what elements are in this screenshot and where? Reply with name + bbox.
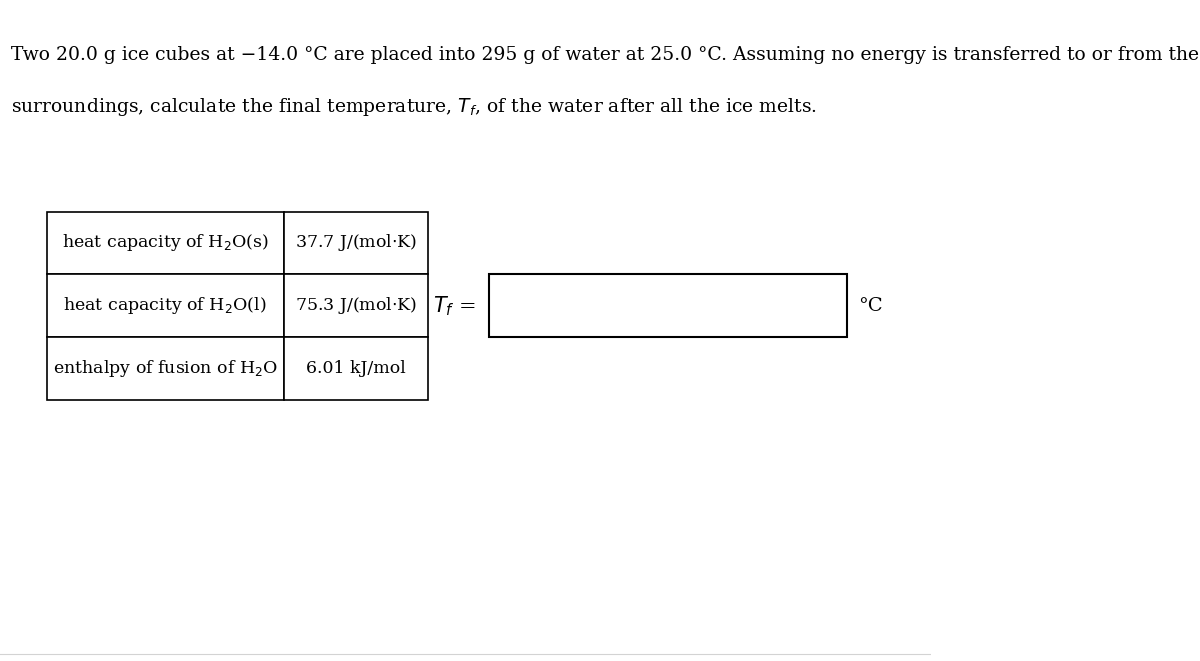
- Bar: [47, 337, 284, 400]
- Bar: [284, 274, 428, 337]
- Text: 6.01 kJ/mol: 6.01 kJ/mol: [306, 360, 406, 377]
- Text: heat capacity of H$_2$O(l): heat capacity of H$_2$O(l): [64, 295, 266, 316]
- Text: $T_f$ =: $T_f$ =: [433, 294, 475, 317]
- Text: 37.7 J/(mol$\cdot$K): 37.7 J/(mol$\cdot$K): [295, 233, 418, 253]
- Bar: [47, 212, 284, 274]
- Bar: [47, 274, 284, 337]
- Text: surroundings, calculate the final temperature, $T_f$, of the water after all the: surroundings, calculate the final temper…: [11, 96, 817, 118]
- Text: 75.3 J/(mol$\cdot$K): 75.3 J/(mol$\cdot$K): [295, 295, 418, 316]
- Text: enthalpy of fusion of H$_2$O: enthalpy of fusion of H$_2$O: [53, 358, 277, 379]
- Text: heat capacity of H$_2$O(s): heat capacity of H$_2$O(s): [62, 233, 269, 253]
- Text: Two 20.0 g ice cubes at −14.0 °C are placed into 295 g of water at 25.0 °C. Assu: Two 20.0 g ice cubes at −14.0 °C are pla…: [11, 46, 1199, 64]
- Text: °C: °C: [858, 297, 883, 315]
- Bar: [284, 337, 428, 400]
- Bar: [284, 212, 428, 274]
- Bar: [488, 274, 847, 337]
